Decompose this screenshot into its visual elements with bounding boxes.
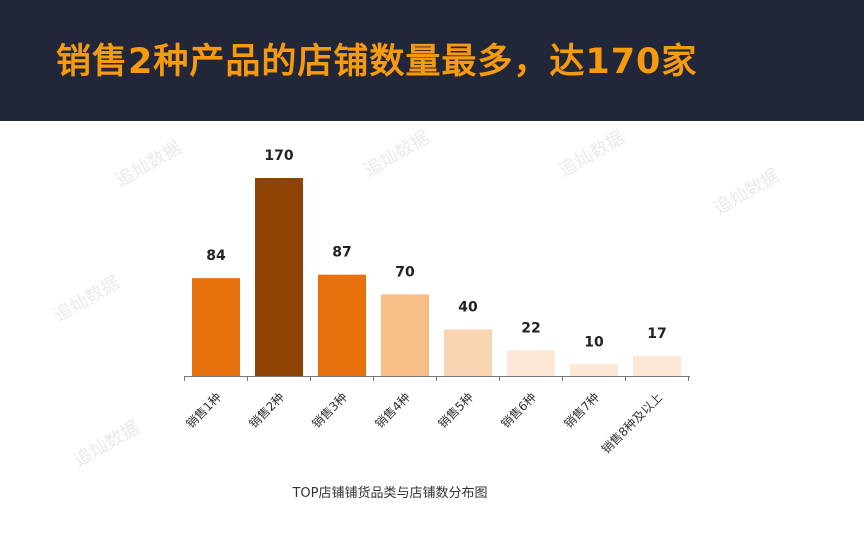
bar [381,294,429,376]
x-tick-label: 销售6种 [498,390,539,431]
data-label: 22 [521,320,540,336]
bar [255,178,303,376]
data-label: 40 [458,299,478,315]
data-label: 87 [332,245,351,261]
header-banner: 销售2种产品的店铺数量最多，达170家 [0,0,864,121]
bar [633,356,681,376]
x-tick-label: 销售2种 [246,390,287,431]
bar [507,350,555,376]
chart-title: TOP店铺铺货品类与店铺数分布图 [292,486,488,501]
data-label: 170 [264,148,293,164]
x-tick-label: 销售8种及以上 [598,390,665,457]
bar [192,278,240,376]
data-label: 84 [206,248,226,264]
x-tick-label: 销售1种 [183,390,224,431]
bar [318,274,366,376]
data-label: 70 [395,264,415,280]
x-tick-label: 销售4种 [372,390,413,431]
x-tick-label: 销售7种 [561,390,602,431]
data-label: 17 [647,326,666,342]
bar [444,329,492,376]
data-label: 10 [584,334,604,350]
x-tick-label: 销售3种 [309,390,350,431]
bar [570,364,618,376]
headline: 销售2种产品的店铺数量最多，达170家 [56,42,698,82]
x-tick-label: 销售5种 [435,390,476,431]
